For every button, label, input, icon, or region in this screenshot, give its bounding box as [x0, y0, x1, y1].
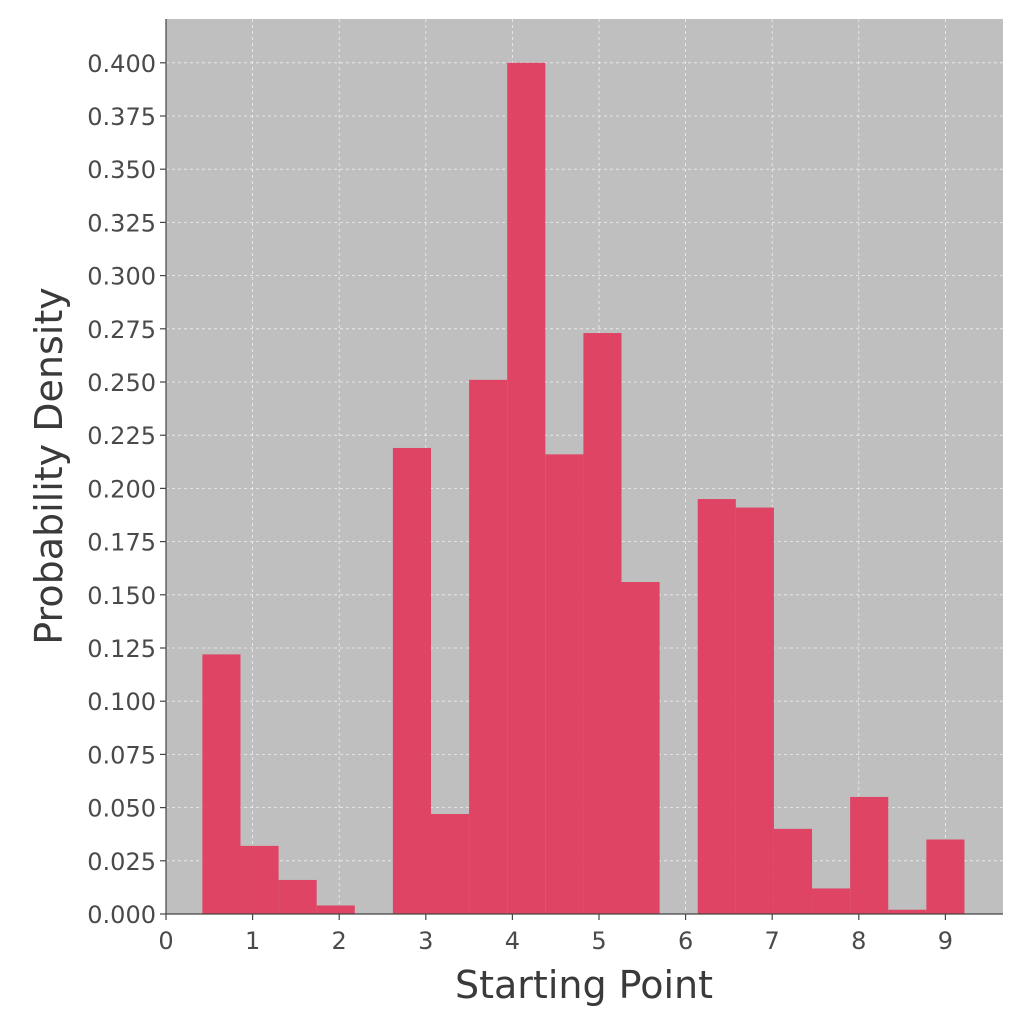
x-tick-label: 5 [591, 927, 606, 955]
x-tick-label: 7 [765, 927, 780, 955]
x-tick-label: 1 [245, 927, 260, 955]
histogram-bar [240, 845, 279, 914]
histogram-bar [697, 499, 736, 914]
y-tick-label: 0.275 [87, 316, 156, 344]
histogram-bar [430, 813, 470, 914]
histogram-bars [202, 62, 965, 915]
y-tick-label: 0.400 [87, 50, 156, 78]
y-tick-label: 0.325 [87, 209, 156, 237]
grid-lines [166, 19, 1003, 914]
y-tick-label: 0.375 [87, 103, 156, 131]
histogram-bar [888, 909, 927, 914]
x-axis-title: Starting Point [455, 963, 713, 1007]
y-tick-label: 0.050 [87, 795, 156, 823]
y-axis-title: Probability Density [27, 287, 71, 644]
y-tick-label: 0.150 [87, 582, 156, 610]
histogram-bar [392, 447, 431, 914]
y-tick-label: 0.125 [87, 635, 156, 663]
histogram-bar [926, 839, 965, 914]
histogram-bar [850, 796, 889, 914]
y-tick-label: 0.250 [87, 369, 156, 397]
histogram-bar [545, 454, 584, 914]
histogram-bar [278, 879, 317, 914]
histogram-bar [202, 654, 241, 914]
x-tick-label: 2 [332, 927, 347, 955]
y-tick-label: 0.100 [87, 688, 156, 716]
y-tick-label: 0.300 [87, 263, 156, 291]
x-tick-label: 8 [851, 927, 866, 955]
histogram-bar [735, 507, 774, 914]
y-axis-ticks: 0.000 0.025 0.050 0.075 0.100 0.125 0.150 0.175… [87, 50, 166, 929]
histogram-bar [621, 582, 660, 914]
histogram-bar [583, 333, 622, 914]
axes [165, 19, 1003, 915]
y-tick-label: 0.075 [87, 741, 156, 769]
histogram-bar [469, 379, 508, 914]
histogram-bar [773, 828, 813, 914]
x-tick-label: 0 [158, 927, 173, 955]
y-tick-label: 0.200 [87, 475, 156, 503]
histogram-bar [507, 62, 546, 915]
y-tick-label: 0.175 [87, 529, 156, 557]
histogram-bar [812, 888, 851, 914]
y-tick-label: 0.350 [87, 156, 156, 184]
x-tick-label: 6 [678, 927, 693, 955]
y-tick-label: 0.025 [87, 848, 156, 876]
x-axis-ticks: 0 1 2 3 4 5 6 7 8 9 [158, 914, 953, 955]
x-tick-label: 9 [938, 927, 953, 955]
y-tick-label: 0.000 [87, 901, 156, 929]
x-tick-label: 3 [418, 927, 433, 955]
histogram-bar [316, 905, 355, 914]
x-tick-label: 4 [505, 927, 520, 955]
y-tick-label: 0.225 [87, 422, 156, 450]
